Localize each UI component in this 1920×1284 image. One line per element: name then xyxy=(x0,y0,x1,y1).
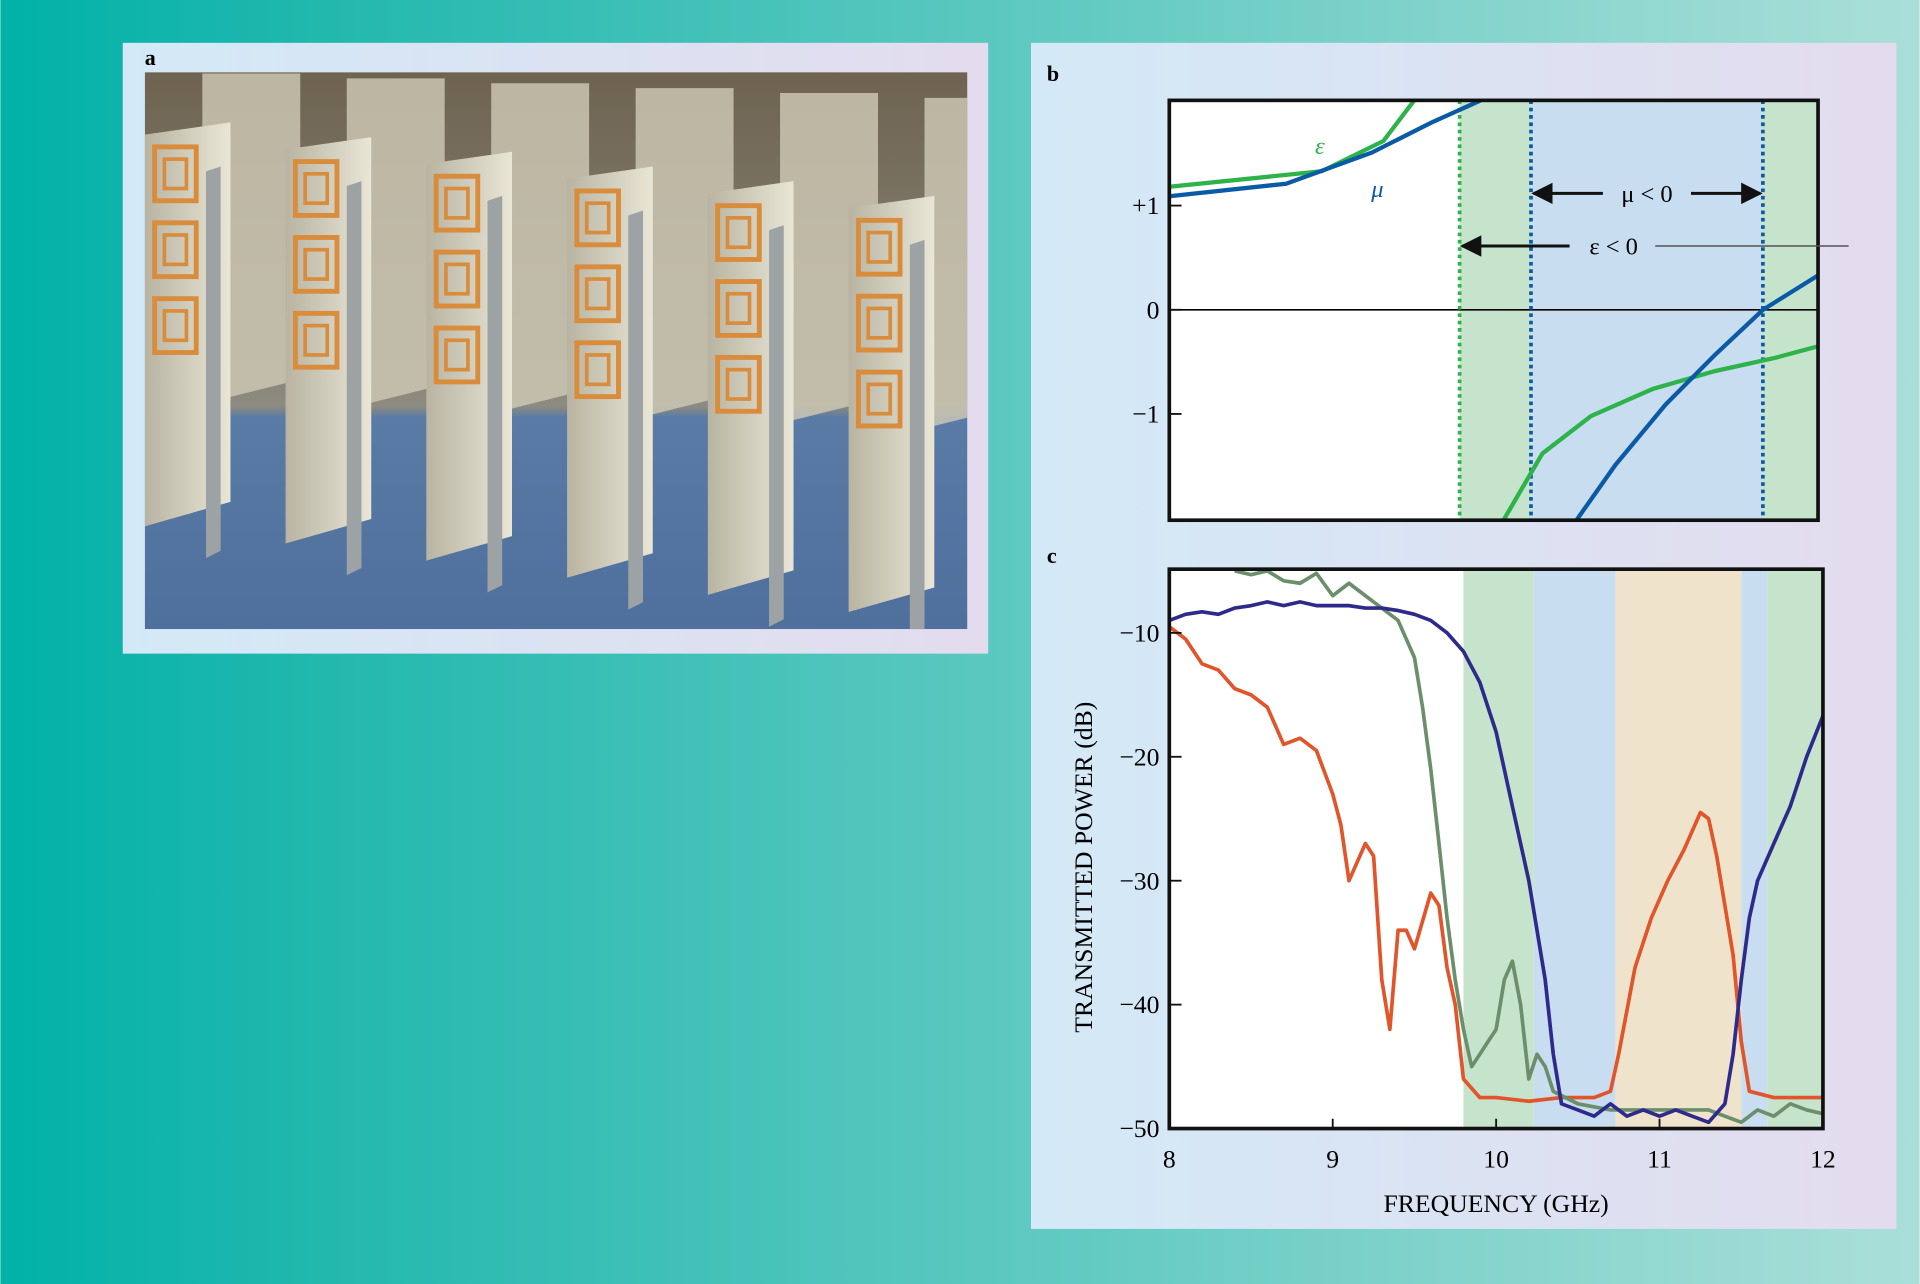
x-tick-label: 8 xyxy=(1163,1145,1176,1174)
y-tick-label: 0 xyxy=(1147,295,1160,324)
ring xyxy=(574,264,621,324)
ring xyxy=(444,338,470,372)
shaded-region xyxy=(1615,569,1742,1129)
shaded-region xyxy=(1767,569,1823,1129)
x-axis-label: FREQUENCY (GHz) xyxy=(1384,1189,1609,1218)
ring xyxy=(584,353,611,387)
ring xyxy=(292,310,340,370)
plate-edge xyxy=(487,195,503,593)
ring xyxy=(162,309,189,343)
y-tick-label: +1 xyxy=(1132,191,1159,220)
photo xyxy=(144,72,968,630)
ring xyxy=(715,203,762,262)
plate-back xyxy=(924,97,968,429)
ring xyxy=(584,277,611,311)
data-line xyxy=(1169,100,1819,521)
ring xyxy=(433,173,481,233)
y-axis-label: TRANSMITTED POWER (dB) xyxy=(1069,702,1098,1033)
ring xyxy=(152,144,199,204)
chart: b +1 0 −1 ε μ μ < 0 ε < 0 xyxy=(1047,61,1849,523)
plate-edge xyxy=(769,225,784,627)
ring xyxy=(855,293,903,353)
ring xyxy=(574,340,621,400)
data-line xyxy=(1169,625,1823,1104)
shaded-region xyxy=(1741,569,1768,1129)
plate-edge xyxy=(909,239,925,630)
x-tick-label: 11 xyxy=(1647,1145,1672,1174)
ring xyxy=(433,325,481,385)
annotation: μ < 0 xyxy=(1621,181,1672,208)
ring xyxy=(152,220,199,280)
ring xyxy=(855,217,903,277)
data-line xyxy=(1169,600,1823,1125)
plate-edge xyxy=(628,210,643,610)
panel-label: b xyxy=(1047,61,1059,86)
ring xyxy=(433,249,481,309)
series-label: ε xyxy=(1315,133,1325,160)
ring xyxy=(866,306,893,340)
ring xyxy=(866,230,893,264)
ring xyxy=(725,291,752,325)
ring xyxy=(715,354,762,414)
plot-frame xyxy=(1167,98,1820,523)
panel-label: c xyxy=(1047,543,1057,568)
ring xyxy=(152,296,199,355)
y-tick-label: −1 xyxy=(1132,400,1159,429)
ring xyxy=(303,247,330,281)
x-tick-label: 9 xyxy=(1326,1145,1339,1174)
ring xyxy=(725,367,752,401)
plate-back xyxy=(491,83,590,414)
ring xyxy=(292,235,340,294)
data-line xyxy=(1169,100,1819,521)
ring xyxy=(162,157,189,191)
ring xyxy=(855,369,903,429)
plate-edge xyxy=(346,181,362,576)
ring xyxy=(725,216,752,250)
annotation: ε < 0 xyxy=(1589,234,1638,261)
y-tick-label: −10 xyxy=(1119,618,1159,647)
ring xyxy=(444,186,470,220)
ring xyxy=(162,233,189,267)
y-tick-label: −50 xyxy=(1119,1114,1159,1143)
panel-label: a xyxy=(145,45,156,70)
shaded-region xyxy=(1533,569,1616,1129)
y-tick-label: −20 xyxy=(1119,742,1159,771)
y-tick-label: −40 xyxy=(1119,990,1159,1019)
x-tick-label: 12 xyxy=(1810,1145,1836,1174)
ring xyxy=(574,188,621,248)
plate-edge xyxy=(206,166,221,559)
ring xyxy=(715,279,762,338)
ring xyxy=(444,262,470,296)
ring xyxy=(303,323,330,357)
x-tick-label: 10 xyxy=(1483,1145,1509,1174)
ring xyxy=(584,201,611,235)
ring xyxy=(292,159,340,218)
series-label: μ xyxy=(1370,176,1383,203)
ring xyxy=(866,382,893,416)
chart: c −10 −20 −30 −40 −508 9 10 11 12 FREQUENCY (GHz) T… xyxy=(1047,543,1836,1218)
ring xyxy=(303,171,330,206)
y-tick-label: −30 xyxy=(1119,866,1159,895)
